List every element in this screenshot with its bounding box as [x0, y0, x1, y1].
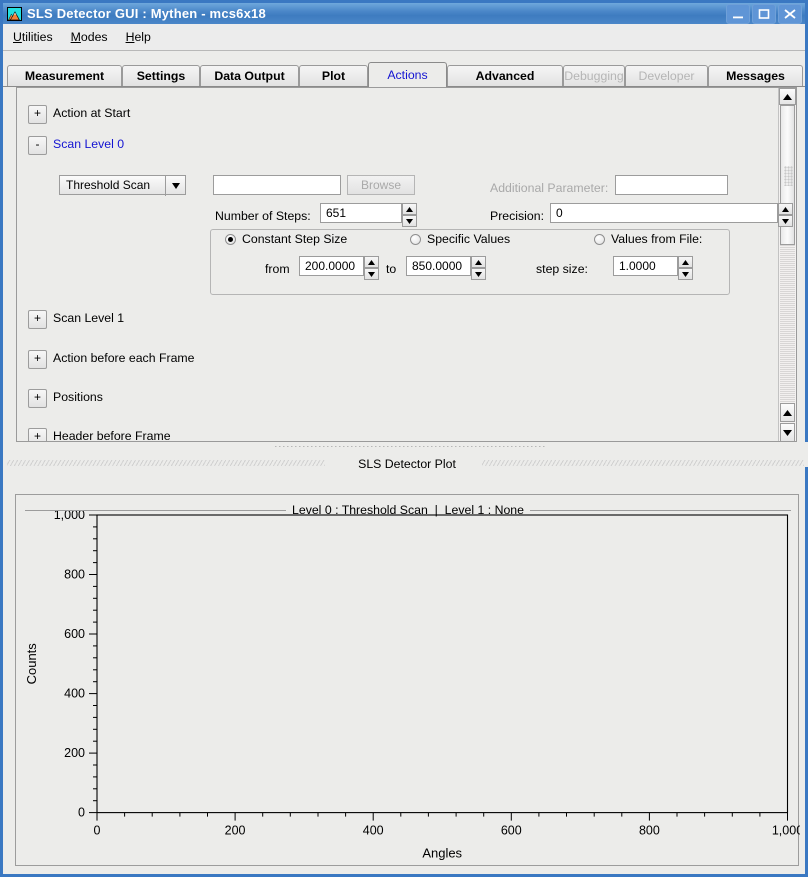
- svg-text:200: 200: [225, 824, 246, 838]
- svg-text:400: 400: [363, 824, 384, 838]
- svg-text:800: 800: [64, 568, 85, 582]
- svg-text:0: 0: [78, 806, 85, 820]
- svg-text:200: 200: [64, 746, 85, 760]
- svg-text:400: 400: [64, 687, 85, 701]
- svg-text:600: 600: [64, 627, 85, 641]
- svg-text:0: 0: [94, 824, 101, 838]
- svg-text:600: 600: [501, 824, 522, 838]
- svg-text:Angles: Angles: [422, 846, 462, 861]
- svg-text:Counts: Counts: [24, 643, 39, 685]
- svg-text:1,000: 1,000: [772, 824, 800, 838]
- svg-text:800: 800: [639, 824, 660, 838]
